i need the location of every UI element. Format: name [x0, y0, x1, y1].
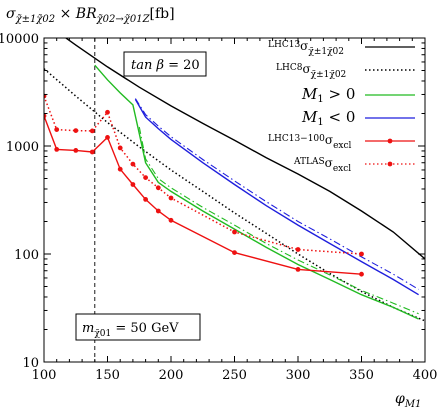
- series-layer: [44, 38, 425, 362]
- legend-entry-lhc13-100: LHC13−100σexcl: [268, 133, 415, 151]
- series-point-6: [130, 182, 136, 187]
- series-point-7: [73, 128, 79, 134]
- mass-annotation: mχ̃01 = 50 GeV: [75, 313, 201, 341]
- series-point-6: [143, 197, 149, 202]
- xlabel: φM1: [395, 391, 421, 409]
- plot-frame: [43, 37, 426, 363]
- y-tick-label: 100: [14, 248, 39, 263]
- x-tick-label: 250: [222, 368, 247, 383]
- series-point-7: [155, 185, 161, 191]
- series-point-6: [44, 113, 47, 119]
- series-point-6: [295, 267, 301, 272]
- svg-text:LHC8σχ̃±1χ̃02: LHC8σχ̃±1χ̃02: [276, 62, 346, 80]
- series-point-6: [232, 250, 237, 256]
- ylabel: σχ̃±1χ̃02 × BRχ̃02→χ̃01Z[fb]: [6, 6, 175, 25]
- x-tick-label: 300: [286, 368, 311, 383]
- series-point-6: [168, 217, 174, 223]
- series-point-6: [89, 149, 95, 155]
- svg-text:M1 < 0: M1 < 0: [301, 108, 355, 128]
- legend: LHC13σχ̃±1χ̃02 LHC8σχ̃±1χ̃02 M1 > 0 M1 <…: [268, 39, 415, 174]
- series-point-7: [130, 161, 136, 167]
- series-point-7: [232, 229, 237, 235]
- x-tick-label: 350: [349, 368, 374, 383]
- series-line-2: [94, 64, 419, 320]
- svg-text:mχ̃01 = 50 GeV: mχ̃01 = 50 GeV: [82, 321, 179, 339]
- series-point-7: [89, 128, 95, 134]
- series-point-6: [359, 271, 364, 277]
- series-point-7: [117, 145, 123, 151]
- series-line-3: [138, 126, 419, 315]
- x-tick-label: 100: [32, 368, 57, 383]
- x-tick-label: 400: [413, 368, 438, 383]
- svg-text:LHC13−100σexcl: LHC13−100σexcl: [268, 133, 352, 151]
- series-point-6: [73, 148, 79, 153]
- legend-entry-m1neg: M1 < 0: [301, 108, 415, 128]
- svg-text:LHC13σχ̃±1χ̃02: LHC13σχ̃±1χ̃02: [268, 39, 344, 57]
- legend-entry-m1pos: M1 > 0: [301, 85, 415, 105]
- svg-text:tan β = 20: tan β = 20: [131, 58, 200, 73]
- series-point-7: [168, 195, 174, 201]
- series-point-6: [117, 166, 123, 172]
- series-point-6: [54, 147, 60, 152]
- series-line-4: [134, 99, 419, 296]
- series-point-6: [105, 135, 110, 140]
- y-tick-label: 1000: [6, 140, 39, 155]
- svg-text:ATLASσexcl: ATLASσexcl: [293, 156, 351, 174]
- y-tick-label: 10: [22, 356, 39, 371]
- x-tick-label: 150: [95, 368, 120, 383]
- series-point-7: [295, 247, 301, 252]
- svg-text:M1 > 0: M1 > 0: [301, 85, 355, 105]
- legend-entry-lhc13: LHC13σχ̃±1χ̃02: [268, 39, 415, 57]
- legend-entry-atlas: ATLASσexcl: [293, 156, 415, 174]
- legend-entry-lhc8: LHC8σχ̃±1χ̃02: [276, 62, 415, 80]
- series-point-7: [54, 127, 60, 132]
- series-point-7: [105, 109, 110, 115]
- series-line-5: [134, 98, 419, 290]
- series-point-6: [155, 208, 161, 214]
- series-line-1: [44, 68, 425, 322]
- series-point-7: [359, 251, 364, 257]
- series-line-0: [64, 38, 425, 260]
- y-tick-label: 10000: [0, 32, 39, 47]
- series-point-7: [143, 175, 149, 181]
- x-tick-label: 200: [159, 368, 184, 383]
- tanbeta-annotation: tan β = 20: [123, 51, 207, 77]
